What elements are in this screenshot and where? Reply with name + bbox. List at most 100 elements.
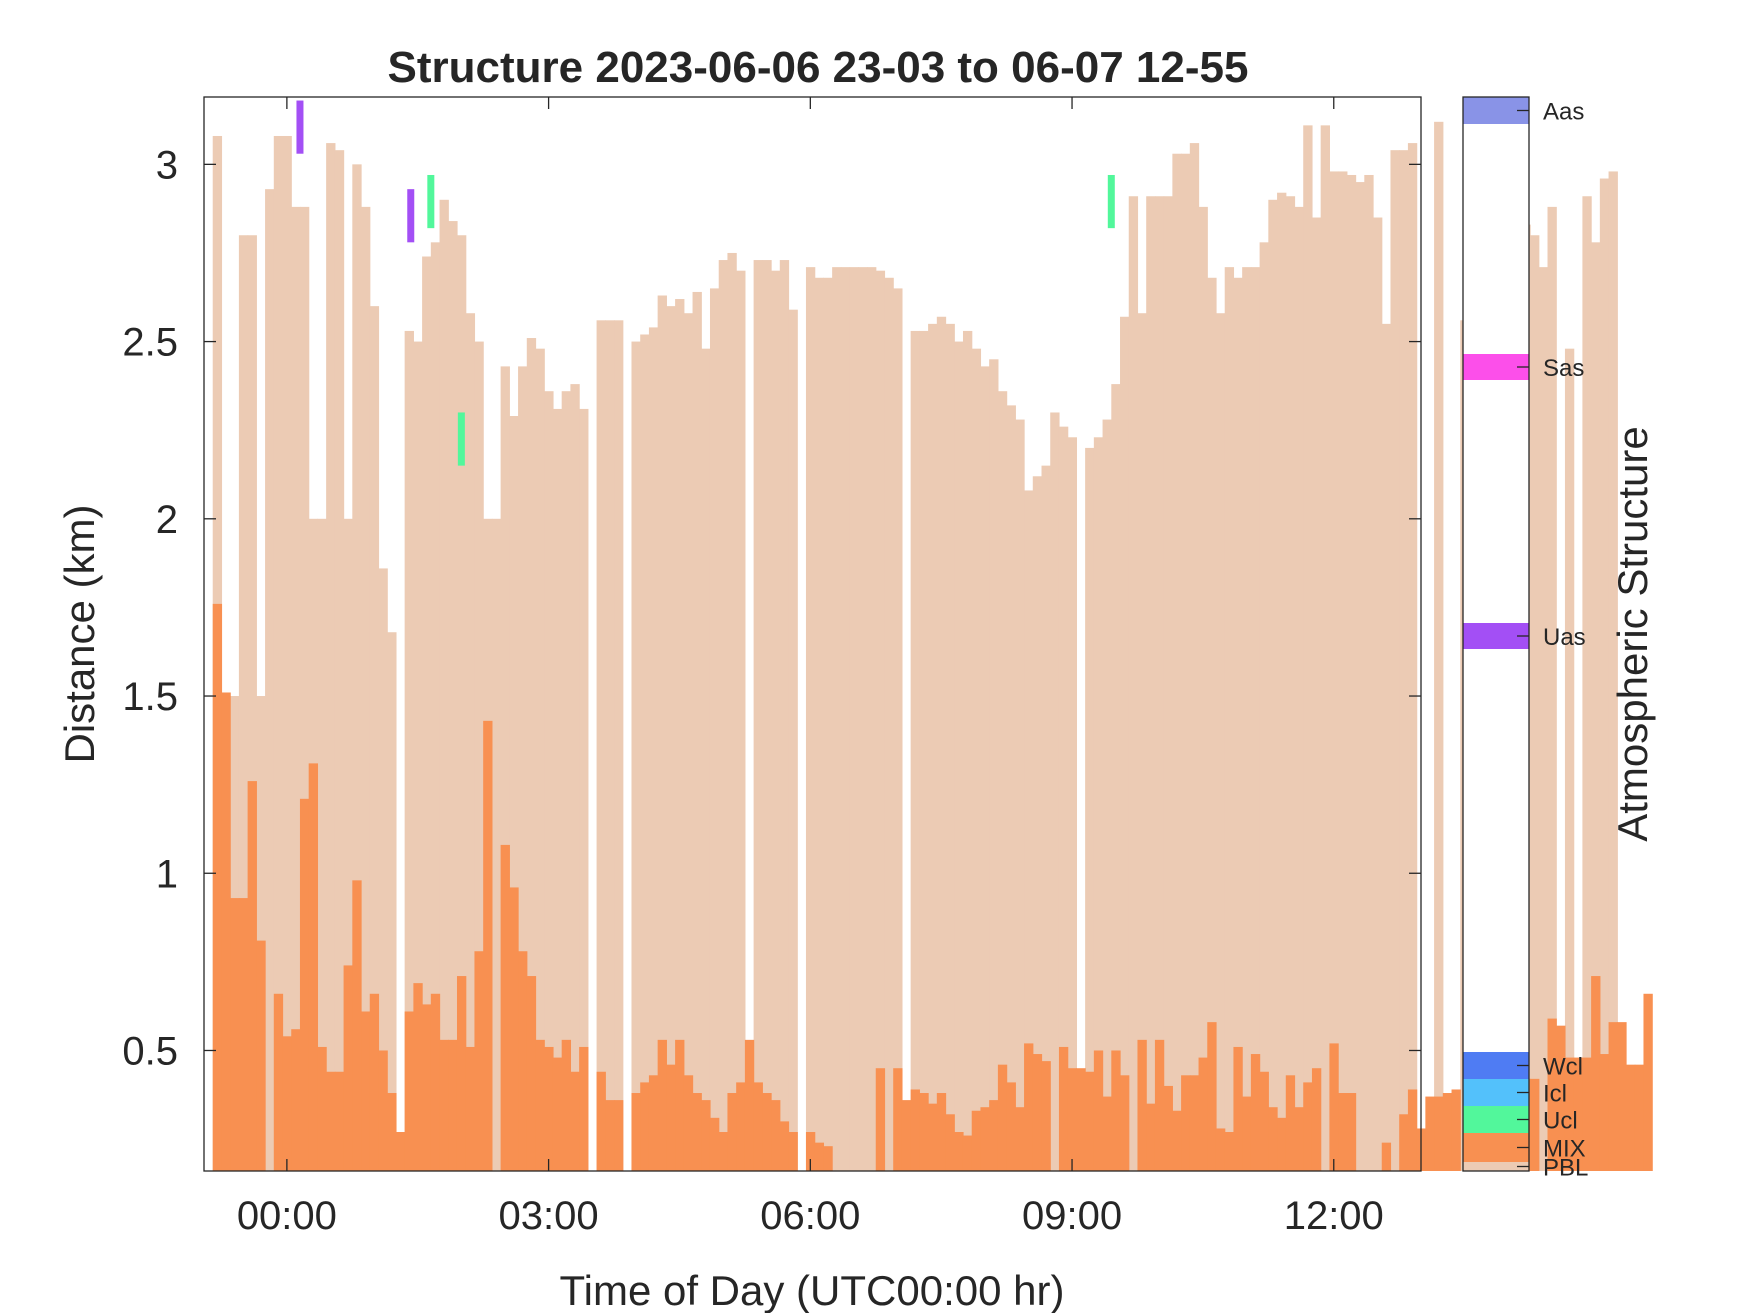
pbl-bar (1032, 476, 1043, 1171)
pbl-bar (518, 366, 528, 1172)
pbl-bar (413, 341, 423, 1172)
y-tick-label: 1 (156, 852, 178, 896)
pbl-bar (727, 252, 737, 1172)
pbl-bar (430, 242, 441, 1172)
mix-bar (291, 1029, 301, 1171)
mix-bar (1407, 1089, 1418, 1171)
pbl-bar (552, 408, 563, 1172)
pbl-bar (256, 696, 266, 1171)
pbl-bar (1050, 412, 1060, 1171)
pbl-bar (936, 316, 947, 1171)
pbl-bar (1137, 313, 1147, 1171)
pbl-bar (1120, 316, 1130, 1171)
mix-bar (962, 1135, 973, 1171)
mix-bar (805, 1132, 816, 1171)
mix-bar (387, 1093, 397, 1171)
mix-bar (1294, 1107, 1304, 1171)
pbl-bar (805, 267, 816, 1171)
x-tick-label: 09:00 (1022, 1194, 1122, 1238)
mix-bar (1085, 1071, 1095, 1171)
mix-bar (893, 1068, 903, 1171)
mix-bar (1399, 1114, 1409, 1171)
y-tick-label: 1.5 (122, 675, 178, 719)
uas-marker (407, 189, 415, 243)
pbl-bar (1024, 490, 1034, 1171)
mix-bar (631, 1093, 641, 1171)
pbl-bar (640, 334, 650, 1172)
mix-bar (1250, 1054, 1261, 1171)
pbl-bar (1277, 192, 1287, 1171)
mix-bar (1582, 1057, 1592, 1171)
mix-bar (1093, 1050, 1104, 1171)
mix-bar (954, 1132, 964, 1171)
mix-bar (1451, 1089, 1461, 1171)
mix-bar (1442, 1093, 1453, 1171)
mix-bar (561, 1039, 572, 1171)
pbl-bar (971, 348, 982, 1172)
mix-bar (544, 1046, 554, 1171)
x-tick-label: 12:00 (1284, 1194, 1384, 1238)
x-tick-label: 06:00 (760, 1194, 860, 1238)
mix-bar (509, 887, 519, 1171)
mix-bar (1181, 1075, 1191, 1171)
mix-bar (727, 1093, 737, 1171)
pbl-bar (265, 189, 275, 1171)
plot-frame (203, 96, 1422, 1172)
pbl-bar (945, 323, 955, 1172)
mix-bar (456, 976, 467, 1171)
pbl-bar (361, 206, 371, 1171)
colorbar-tick-label: Wcl (1543, 1054, 1583, 1081)
pbl-bar (500, 366, 510, 1172)
pbl-bar (1224, 267, 1235, 1171)
pbl-bar (596, 320, 606, 1171)
x-tick-label: 03:00 (499, 1194, 599, 1238)
mix-bar (1242, 1096, 1252, 1171)
mix-bar (256, 940, 266, 1171)
y-tick-label: 2 (156, 498, 178, 542)
mix-bar (1277, 1117, 1287, 1171)
colorbar-tick-label: Uas (1543, 624, 1586, 651)
pbl-bar (962, 330, 973, 1172)
mix-bar (1102, 1096, 1112, 1171)
pbl-bar (273, 135, 284, 1171)
colorbar-tick-label: Ucl (1543, 1108, 1578, 1135)
pbl-bar (762, 260, 772, 1171)
colorbar-swatch-pbl (1463, 1162, 1529, 1171)
pbl-bar (788, 309, 798, 1171)
mix-bar (1224, 1132, 1235, 1171)
pbl-bar (919, 330, 929, 1172)
pbl-bar (535, 348, 545, 1172)
colorbar-tick-label: MIX (1543, 1136, 1586, 1163)
mix-bar (666, 1064, 676, 1171)
mix-bar (762, 1093, 772, 1171)
mix-bar (273, 993, 284, 1171)
pbl-bar (1259, 242, 1269, 1172)
pbl-bar (849, 267, 859, 1171)
pbl-bar (247, 235, 257, 1172)
mix-bar (648, 1075, 659, 1171)
pbl-bar (1085, 447, 1095, 1171)
pbl-bar (1189, 143, 1200, 1171)
mix-bar (1006, 1082, 1016, 1171)
y-axis: 0.5 1 1.5 2 2.5 3 (122, 143, 1421, 1073)
pbl-bar (1582, 196, 1592, 1171)
mix-bar (997, 1064, 1008, 1171)
pbl-bar (334, 150, 345, 1171)
mix-bar (1547, 1018, 1557, 1171)
mix-bar (483, 720, 493, 1171)
pbl-bar (614, 320, 624, 1171)
mix-bar (1285, 1075, 1296, 1171)
colorbar-tick-label: Icl (1543, 1081, 1567, 1108)
mix-bar (570, 1071, 580, 1171)
y-tick-label: 3 (156, 143, 178, 187)
x-axis: 00:00 03:00 06:00 09:00 12:00 (237, 97, 1384, 1238)
pbl-bar (1346, 174, 1357, 1171)
mix-bar (474, 951, 484, 1171)
mix-bar (212, 603, 223, 1171)
mix-bar (989, 1100, 999, 1171)
mix-bar (1311, 1068, 1322, 1171)
y-axis-label: Distance (km) (56, 504, 103, 763)
pbl-bar (1564, 348, 1575, 1172)
pbl-bar (709, 288, 720, 1171)
